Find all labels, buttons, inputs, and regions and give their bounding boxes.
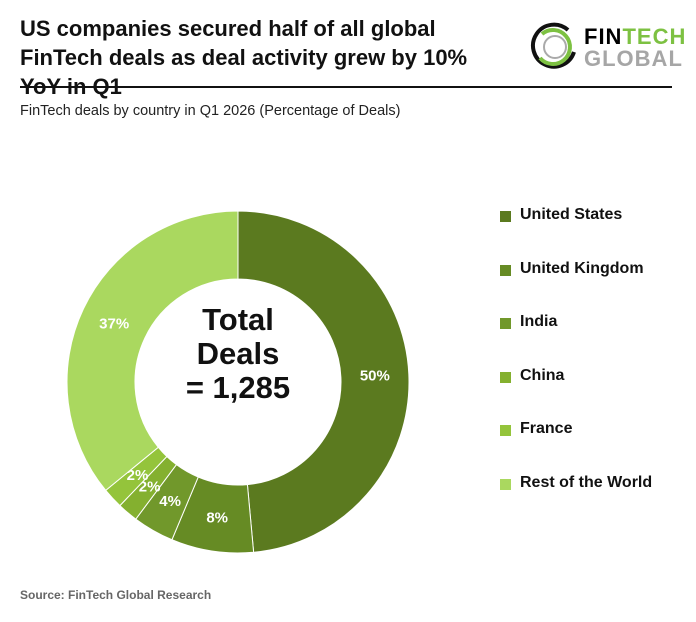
legend-label: China bbox=[520, 366, 565, 384]
slice-united-states bbox=[237, 210, 410, 553]
legend-swatch bbox=[500, 211, 511, 222]
chart-subtitle: FinTech deals by country in Q1 2026 (Per… bbox=[20, 103, 401, 119]
legend-label: India bbox=[520, 313, 558, 330]
legend-swatch bbox=[500, 264, 511, 276]
legend-label: France bbox=[520, 420, 573, 437]
legend-swatch bbox=[500, 425, 511, 436]
data-label: 4% bbox=[159, 493, 181, 510]
data-label: 37% bbox=[99, 315, 129, 332]
data-label: 2% bbox=[139, 479, 161, 496]
logo-ring-icon bbox=[530, 22, 576, 69]
logo-text-fin: FIN bbox=[584, 24, 623, 49]
logo-text-tech: TECH bbox=[622, 24, 687, 49]
center-label-3: = 1,285 bbox=[186, 370, 290, 405]
divider bbox=[20, 86, 672, 88]
logo-text-global: GLOBAL bbox=[584, 46, 683, 71]
fintech-global-logo: FINTECH GLOBAL bbox=[528, 22, 685, 72]
source-note: Source: FinTech Global Research bbox=[20, 588, 212, 602]
data-label: 8% bbox=[206, 509, 228, 526]
legend-label: United Kingdom bbox=[520, 259, 644, 277]
legend: United States United Kingdom India China Fra… bbox=[500, 206, 652, 527]
legend-item: United States bbox=[500, 206, 652, 260]
center-label-2: Deals bbox=[197, 336, 280, 371]
legend-item: China bbox=[500, 367, 652, 421]
legend-item: United Kingdom bbox=[500, 260, 652, 314]
slice-rest-of-the-world bbox=[66, 210, 239, 492]
legend-swatch bbox=[500, 478, 511, 490]
legend-label: Rest of the World bbox=[520, 473, 653, 491]
legend-item: Rest of the World bbox=[500, 474, 652, 528]
legend-item: India bbox=[500, 313, 652, 367]
data-label: 2% bbox=[127, 467, 149, 484]
page-title: US companies secured half of all global … bbox=[20, 16, 468, 99]
legend-swatch bbox=[500, 371, 511, 383]
center-label-1: Total bbox=[202, 302, 274, 337]
data-label: 50% bbox=[360, 368, 390, 385]
legend-label: United States bbox=[520, 206, 623, 223]
legend-item: France bbox=[500, 420, 652, 474]
legend-swatch bbox=[500, 318, 511, 329]
